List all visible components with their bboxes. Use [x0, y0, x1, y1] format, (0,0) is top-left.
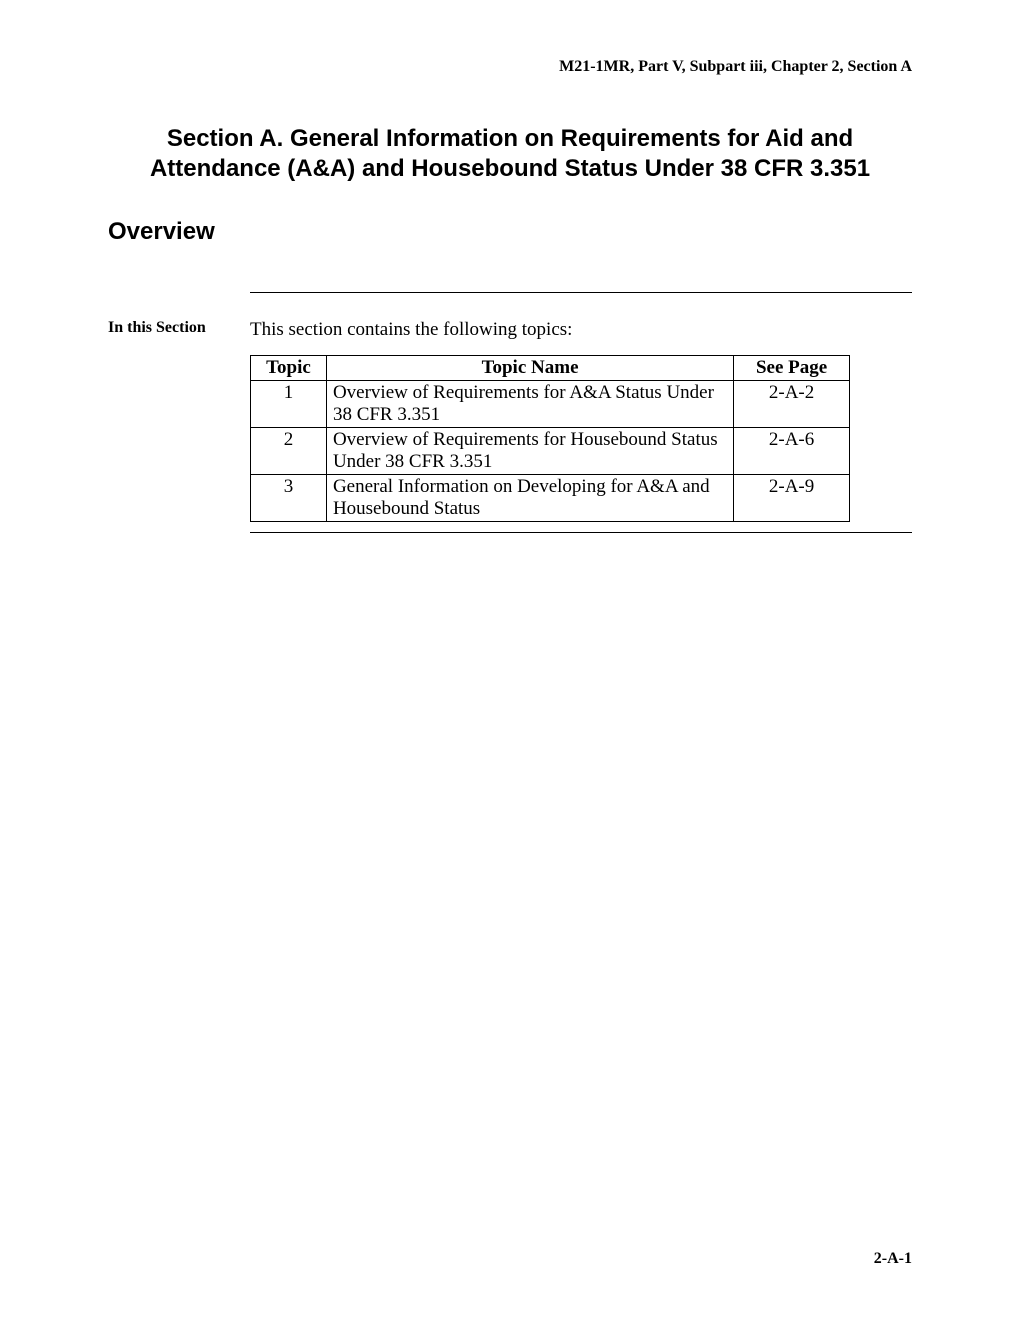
table-row: 2 Overview of Requirements for Houseboun… — [251, 428, 850, 475]
side-label: In this Section — [108, 319, 206, 336]
col-header-name: Topic Name — [326, 356, 733, 381]
cell-page: 2-A-9 — [734, 475, 850, 522]
cell-topic: 1 — [251, 381, 327, 428]
topics-table: Topic Topic Name See Page 1 Overview of … — [250, 355, 850, 522]
section-title: Section A. General Information on Requir… — [108, 124, 912, 184]
intro-row: In this Section This section contains th… — [108, 319, 912, 341]
table-header-row: Topic Topic Name See Page — [251, 356, 850, 381]
cell-page: 2-A-6 — [734, 428, 850, 475]
cell-name: General Information on Developing for A&… — [326, 475, 733, 522]
cell-topic: 2 — [251, 428, 327, 475]
table-row: 1 Overview of Requirements for A&A Statu… — [251, 381, 850, 428]
col-header-page: See Page — [734, 356, 850, 381]
page-number: 2-A-1 — [874, 1250, 912, 1268]
cell-topic: 3 — [251, 475, 327, 522]
col-header-topic: Topic — [251, 356, 327, 381]
cell-name: Overview of Requirements for Housebound … — [326, 428, 733, 475]
divider-top — [250, 292, 912, 293]
page-header: M21-1MR, Part V, Subpart iii, Chapter 2,… — [108, 58, 912, 76]
cell-name: Overview of Requirements for A&A Status … — [326, 381, 733, 428]
intro-text: This section contains the following topi… — [250, 319, 572, 340]
table-row: 3 General Information on Developing for … — [251, 475, 850, 522]
cell-page: 2-A-2 — [734, 381, 850, 428]
divider-bottom — [250, 532, 912, 533]
overview-heading: Overview — [108, 218, 912, 246]
document-page: M21-1MR, Part V, Subpart iii, Chapter 2,… — [0, 0, 1020, 1320]
